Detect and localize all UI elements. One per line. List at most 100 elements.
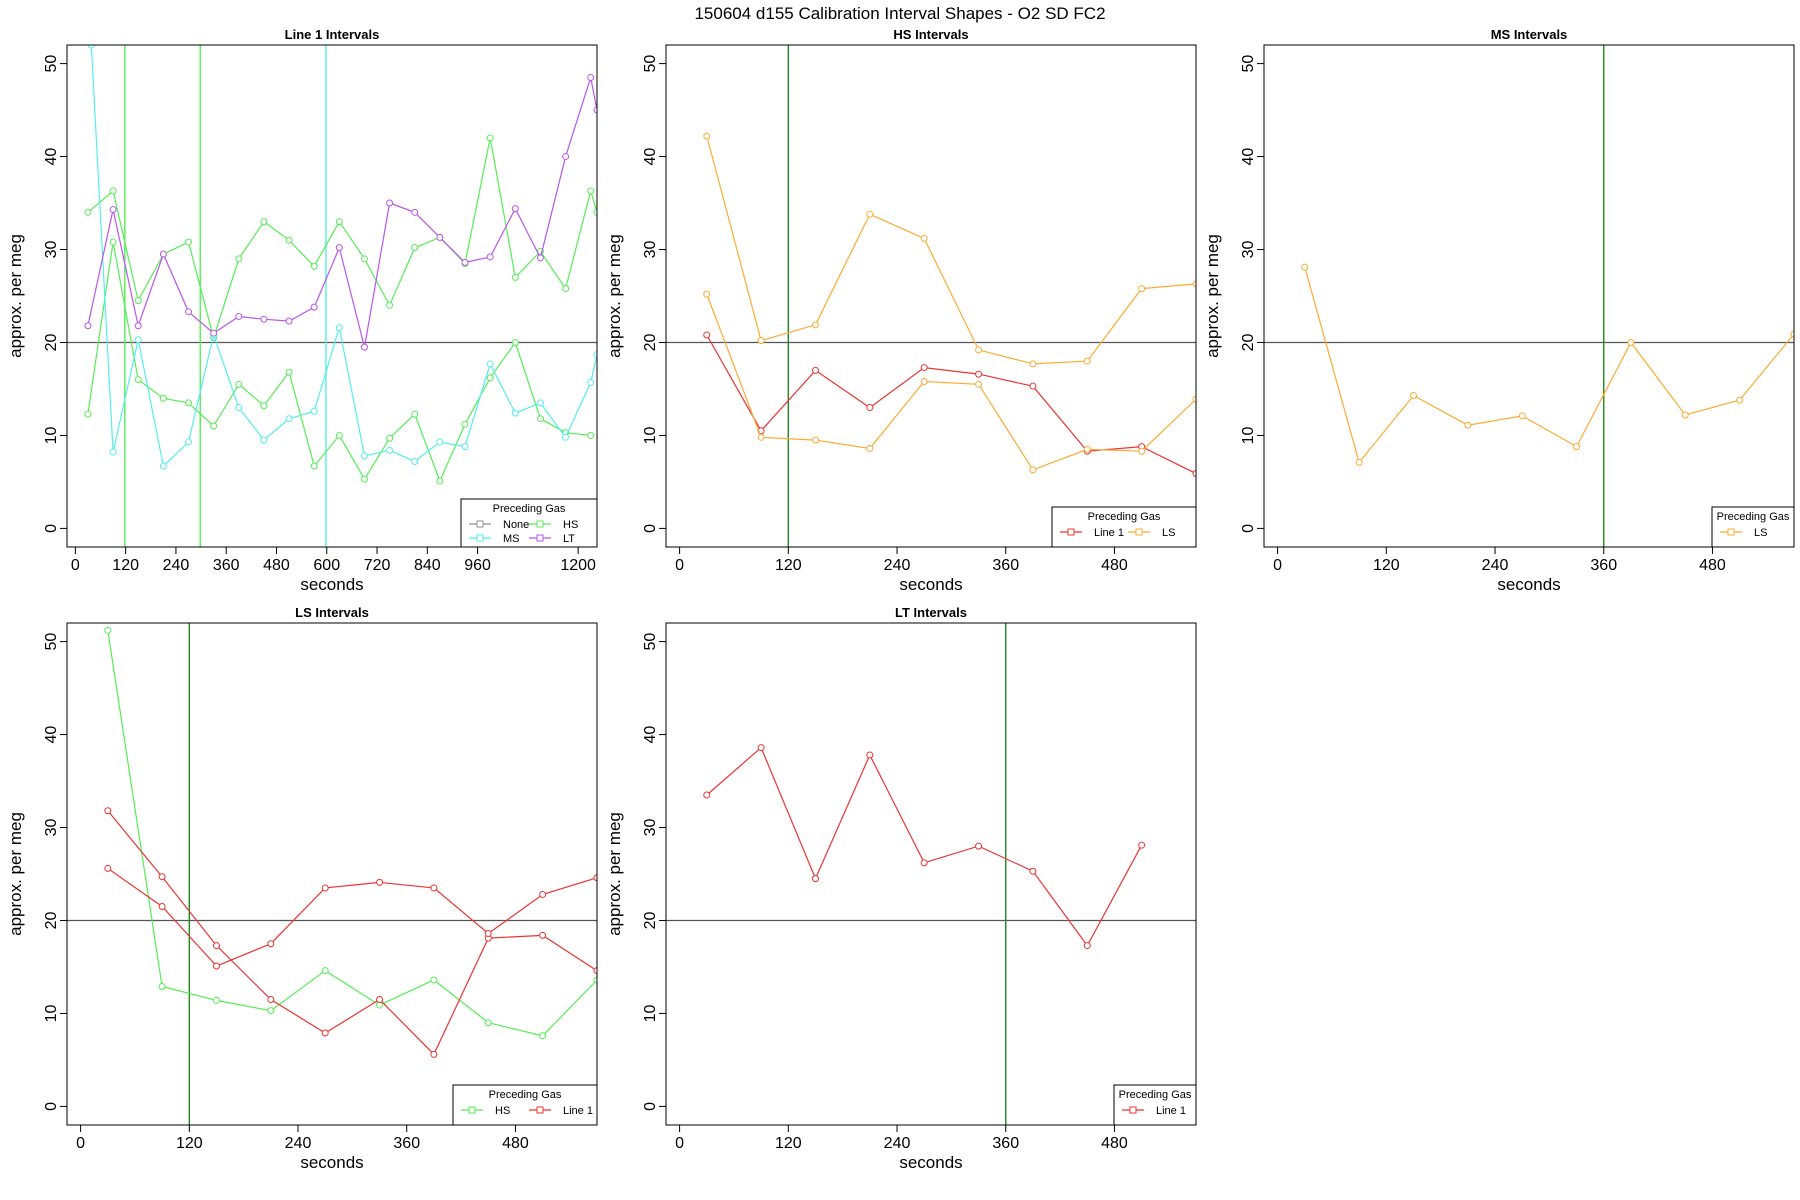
- x-tick-label: 960: [464, 557, 491, 574]
- data-point: [811, 366, 819, 374]
- panel-title: LT Intervals: [895, 605, 967, 620]
- legend-box: [1113, 1084, 1197, 1126]
- legend-entry-label: HS: [563, 519, 578, 531]
- panel-4: LT Intervals 0 120 240 360 480 0 10 20 30 40 50 seco…: [605, 605, 1197, 1172]
- x-tick-label: 480: [1101, 1135, 1128, 1152]
- plot-frame: [66, 44, 598, 548]
- data-point: [235, 404, 243, 412]
- x-axis-label: seconds: [300, 1153, 363, 1172]
- y-tick-label: 0: [642, 524, 659, 533]
- legend-entry-label: Line 1: [1156, 1105, 1186, 1117]
- data-point: [335, 244, 343, 252]
- y-tick-label: 10: [43, 426, 60, 444]
- data-point: [84, 208, 92, 216]
- y-tick-label: 40: [43, 148, 60, 166]
- data-point: [267, 996, 275, 1003]
- x-axis-label: seconds: [899, 575, 962, 594]
- data-point: [376, 996, 384, 1003]
- data-point: [386, 199, 394, 207]
- y-tick-label: 30: [1240, 241, 1257, 259]
- data-point: [109, 187, 117, 195]
- y-tick-label: 10: [43, 1004, 60, 1022]
- legend: Preceding Gas LS: [1711, 506, 1795, 548]
- series-line: [1304, 267, 1794, 464]
- data-point: [1138, 841, 1146, 849]
- legend-entry-label: Line 1: [563, 1105, 593, 1117]
- data-point: [536, 399, 544, 407]
- x-tick-label: 240: [163, 557, 190, 574]
- data-point: [1736, 396, 1744, 404]
- x-tick-label: 240: [1482, 557, 1509, 574]
- legend-title: Preceding Gas: [493, 503, 566, 515]
- data-point: [1192, 280, 1196, 288]
- data-point: [321, 884, 329, 892]
- series-line: [706, 334, 1196, 475]
- legend-title: Preceding Gas: [1717, 511, 1790, 523]
- data-point: [1790, 330, 1794, 338]
- data-point: [260, 218, 268, 226]
- series-line: [87, 77, 597, 348]
- data-point: [212, 996, 220, 1004]
- panel-1: HS Intervals 0 120 240 360 480 0 10 20 30 40 50 seco…: [605, 27, 1197, 594]
- data-point: [285, 236, 293, 244]
- data-point: [104, 864, 112, 872]
- legend-title: Preceding Gas: [1119, 1089, 1192, 1101]
- x-tick-label: 0: [71, 557, 80, 574]
- y-tick-label: 20: [43, 911, 60, 929]
- y-tick-label: 40: [642, 148, 659, 166]
- data-point: [703, 331, 711, 339]
- data-point: [920, 859, 928, 867]
- data-point: [920, 364, 928, 372]
- y-tick-label: 0: [642, 1102, 659, 1111]
- data-point: [210, 422, 218, 430]
- plot-frame: [665, 44, 1197, 548]
- data-point: [159, 250, 167, 258]
- legend-entry-label: None: [503, 519, 529, 531]
- legend-box: [1711, 506, 1795, 548]
- data-point: [267, 940, 275, 948]
- data-point: [436, 233, 444, 241]
- data-point: [285, 415, 293, 423]
- data-point: [536, 415, 544, 423]
- data-point: [1573, 443, 1581, 451]
- legend-entry-label: LS: [1162, 527, 1175, 539]
- x-tick-label: 480: [263, 557, 290, 574]
- legend-marker: [536, 534, 544, 542]
- data-point: [87, 45, 95, 49]
- data-point: [134, 297, 142, 305]
- data-point: [757, 433, 765, 441]
- data-point: [703, 791, 711, 799]
- legend-marker: [536, 1106, 544, 1114]
- data-point: [593, 351, 597, 359]
- data-point: [484, 1019, 492, 1027]
- data-point: [411, 457, 419, 465]
- y-tick-label: 0: [43, 1102, 60, 1111]
- y-tick-label: 0: [1240, 524, 1257, 533]
- legend: Preceding Gas HS Line 1: [452, 1084, 598, 1126]
- data-point: [185, 399, 193, 407]
- x-tick-label: 120: [112, 557, 139, 574]
- data-point: [1192, 470, 1196, 478]
- legend: Preceding Gas None HS MS LT: [460, 498, 598, 548]
- data-point: [310, 407, 318, 415]
- plot-frame: [66, 622, 598, 1126]
- data-point: [321, 967, 329, 975]
- data-point: [486, 374, 494, 382]
- data-point: [335, 324, 343, 332]
- data-point: [1138, 285, 1146, 293]
- data-point: [703, 132, 711, 140]
- data-point: [1138, 447, 1146, 455]
- panel-0: Line 1 Intervals 0 120 240 360 480 600 720 840 96…: [6, 27, 598, 594]
- data-point: [212, 962, 220, 970]
- data-point: [335, 431, 343, 439]
- data-point: [104, 626, 112, 634]
- x-tick-label: 840: [414, 557, 441, 574]
- data-point: [539, 1032, 547, 1040]
- legend-entry-label: Line 1: [1094, 527, 1124, 539]
- legend-title: Preceding Gas: [1088, 511, 1161, 523]
- data-point: [430, 976, 438, 984]
- data-point: [593, 208, 597, 216]
- data-point: [461, 420, 469, 428]
- data-point: [1409, 391, 1417, 399]
